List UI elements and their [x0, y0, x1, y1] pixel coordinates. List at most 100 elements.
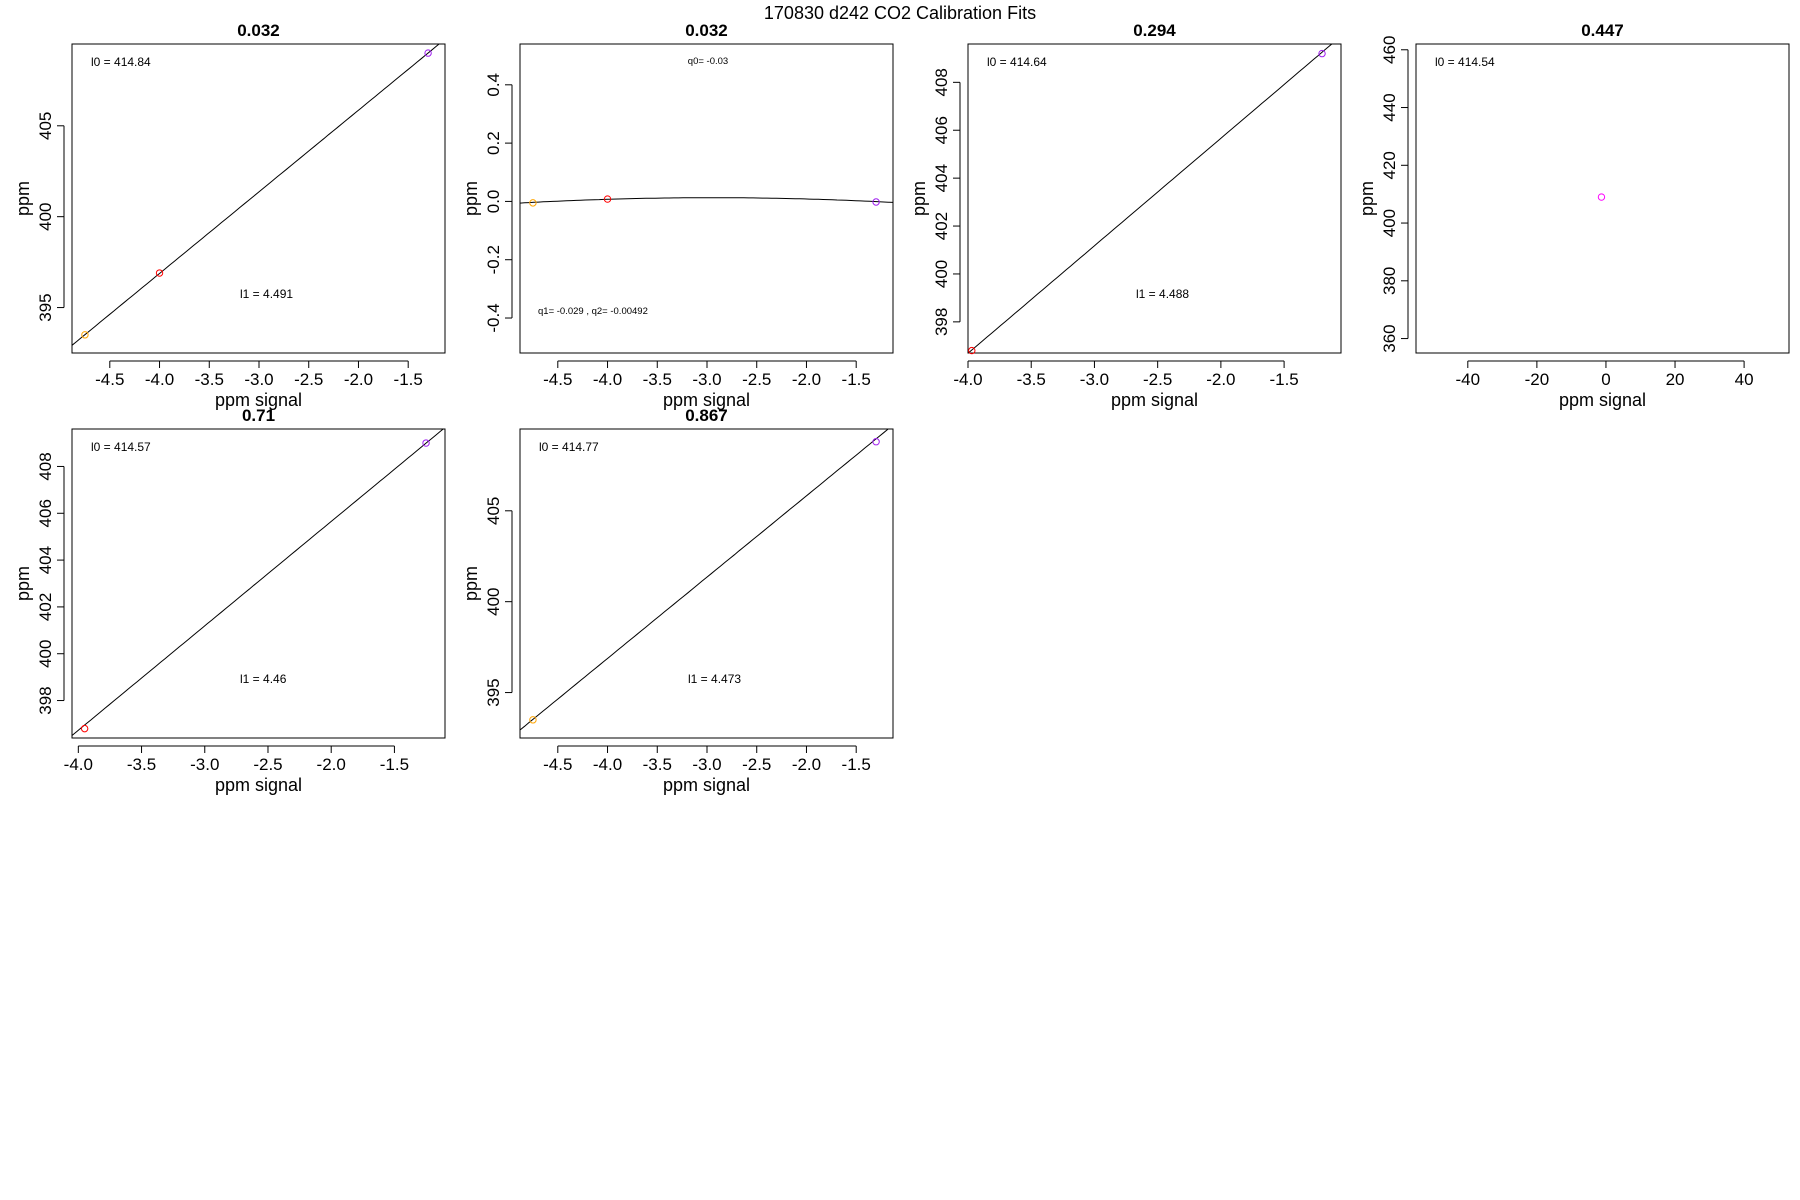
x-tick-label: -2.0: [792, 370, 821, 389]
x-axis-label: ppm signal: [1559, 390, 1646, 410]
data-point: [529, 716, 537, 724]
fit-annotation: l1 = 4.473: [688, 672, 741, 686]
x-tick-label: -4.0: [593, 370, 622, 389]
data-point: [80, 724, 89, 733]
x-tick-label: -2.0: [792, 755, 821, 774]
y-tick-label: 380: [1380, 267, 1399, 295]
y-tick-label: 408: [932, 68, 951, 96]
x-tick-label: -2.5: [742, 370, 771, 389]
fit-annotation: l0 = 414.84: [91, 55, 151, 69]
y-tick-label: 398: [36, 686, 55, 714]
y-tick-label: 400: [484, 587, 503, 615]
data-point: [422, 439, 430, 447]
x-tick-label: -2.0: [317, 755, 346, 774]
fit-annotation: l0 = 414.54: [1435, 55, 1495, 69]
y-tick-label: 405: [484, 497, 503, 525]
x-tick-label: -3.5: [643, 370, 672, 389]
y-axis-label: ppm: [13, 181, 33, 216]
y-tick-label: 0.2: [484, 131, 503, 155]
y-tick-label: 420: [1380, 151, 1399, 179]
y-tick-label: 460: [1380, 36, 1399, 64]
x-axis-label: ppm signal: [215, 390, 302, 410]
x-axis-label: ppm signal: [1111, 390, 1198, 410]
data-point: [424, 49, 432, 57]
x-tick-label: -4.0: [593, 755, 622, 774]
data-point: [968, 346, 976, 355]
x-tick-label: 20: [1666, 370, 1685, 389]
y-tick-label: 404: [36, 546, 55, 574]
x-tick-label: -3.0: [244, 370, 273, 389]
data-point: [872, 438, 880, 446]
fit-annotation: q0= -0.03: [688, 56, 728, 67]
y-tick-label: 398: [932, 308, 951, 336]
plot-title: 0.294: [1133, 21, 1176, 40]
fit-annotation: l1 = 4.488: [1136, 287, 1189, 301]
x-tick-label: -2.5: [294, 370, 323, 389]
y-tick-label: 360: [1380, 324, 1399, 352]
fit-annotation: l0 = 414.77: [539, 440, 599, 454]
x-tick-label: -3.0: [692, 755, 721, 774]
plot-panel-5: 0.71 -4.0 -3.5 -3.0 -2.5 -2.0 -1.5 ppm signal 39…: [13, 406, 446, 795]
plot-panel-3: 0.294 -4.0 -3.5 -3.0 -2.5 -2.0 -1.5 ppm signal 3…: [909, 21, 1342, 410]
x-tick-label: 40: [1735, 370, 1754, 389]
figure-title: 170830 d242 CO2 Calibration Fits: [764, 3, 1036, 23]
data-point: [1318, 49, 1326, 58]
plot-frame: [71, 428, 446, 739]
y-axis-label: ppm: [461, 566, 481, 601]
data-point: [603, 195, 612, 203]
x-tick-label: -2.0: [344, 370, 373, 389]
plot-panel-4: 0.447 -40 -20 0 20 40 ppm signal 360 380 400 420 44…: [1357, 21, 1790, 410]
fit-line: [968, 44, 1333, 353]
plot-title: 0.032: [237, 21, 280, 40]
plot-panel-1: 0.032 -4.5 -4.0 -3.5 -3.0 -2.5 -2.0 -1.5 ppm sig…: [13, 21, 446, 410]
x-tick-label: -2.5: [253, 755, 282, 774]
plot-frame: [519, 428, 894, 739]
y-tick-label: 400: [36, 640, 55, 668]
x-tick-label: 0: [1601, 370, 1610, 389]
x-axis-label: ppm signal: [215, 775, 302, 795]
x-tick-label: -3.5: [1017, 370, 1046, 389]
x-tick-label: -3.5: [195, 370, 224, 389]
y-axis-label: ppm: [13, 566, 33, 601]
data-point: [872, 198, 880, 206]
plot-title: 0.867: [685, 406, 728, 425]
x-tick-label: -2.5: [1143, 370, 1172, 389]
y-axis-label: ppm: [1357, 181, 1377, 216]
y-tick-label: 404: [932, 164, 951, 192]
y-tick-label: 0.0: [484, 190, 503, 214]
x-tick-label: -1.5: [842, 370, 871, 389]
x-tick-label: -3.0: [190, 755, 219, 774]
plot-frame: [519, 43, 894, 354]
x-axis-label: ppm signal: [663, 775, 750, 795]
x-tick-label: -3.0: [1080, 370, 1109, 389]
x-tick-label: -3.5: [127, 755, 156, 774]
x-tick-label: -3.5: [643, 755, 672, 774]
plot-frame: [967, 43, 1342, 354]
data-point: [529, 199, 537, 207]
data-point: [81, 331, 89, 339]
y-tick-label: 406: [932, 116, 951, 144]
y-tick-label: 402: [932, 212, 951, 240]
y-tick-label: -0.2: [484, 245, 503, 274]
y-axis-label: ppm: [909, 181, 929, 216]
y-tick-label: 0.4: [484, 73, 503, 97]
y-tick-label: 408: [36, 452, 55, 480]
y-tick-label: 400: [1380, 209, 1399, 237]
x-tick-label: -40: [1456, 370, 1481, 389]
fit-annotation: l0 = 414.57: [91, 440, 151, 454]
fit-annotation: l1 = 4.491: [240, 287, 293, 301]
plot-title: 0.032: [685, 21, 728, 40]
plot-frame: [1415, 43, 1790, 354]
x-tick-label: -1.5: [1269, 370, 1298, 389]
x-tick-label: -20: [1525, 370, 1550, 389]
x-tick-label: -4.5: [95, 370, 124, 389]
y-axis-label: ppm: [461, 181, 481, 216]
x-tick-label: -2.5: [742, 755, 771, 774]
y-tick-label: -0.4: [484, 303, 503, 332]
data-point: [155, 269, 164, 277]
x-tick-label: -2.0: [1206, 370, 1235, 389]
fit-line: [72, 44, 440, 346]
data-point: [1597, 193, 1606, 201]
x-tick-label: -4.5: [543, 755, 572, 774]
